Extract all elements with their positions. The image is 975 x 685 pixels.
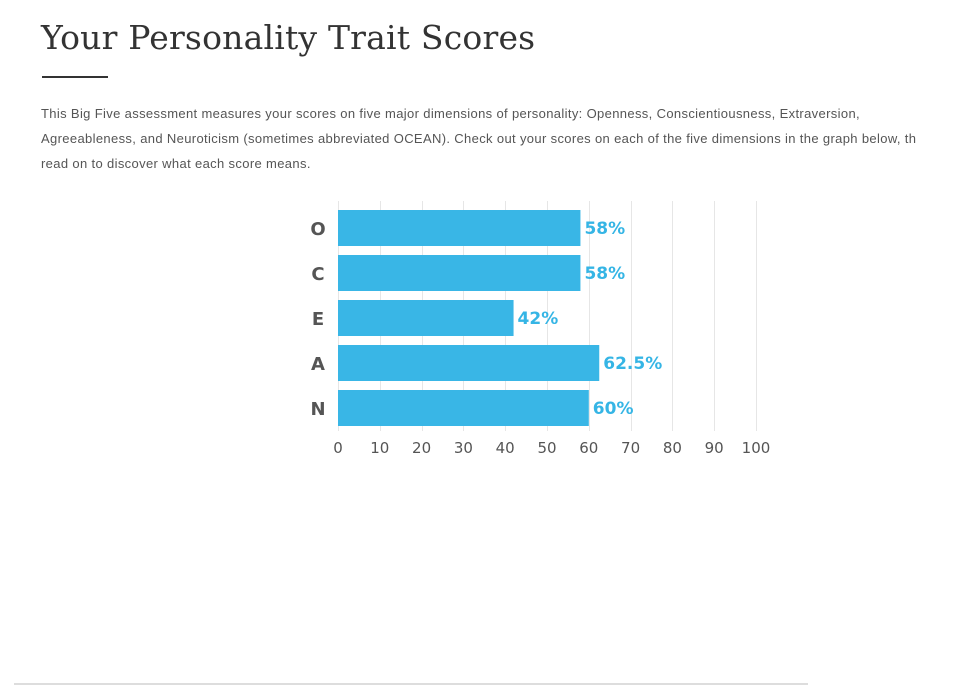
bottom-divider: [14, 683, 808, 685]
value-label-a: 62.5%: [603, 354, 662, 374]
bar-o: [338, 210, 581, 246]
x-tick-label: 0: [333, 439, 343, 457]
category-label-n: N: [310, 399, 325, 420]
trait-score-bar-chart: 58% 58% 42% 62.5% 60% O C E A N 0 10 20 30 40 50 60 70 8…: [310, 201, 770, 457]
value-label-n: 60%: [593, 399, 634, 419]
category-label-a: A: [311, 354, 325, 375]
value-label-o: 58%: [584, 219, 625, 239]
x-tick-label: 30: [454, 439, 473, 457]
x-tick-label: 70: [621, 439, 640, 457]
x-tick-label: 100: [742, 439, 771, 457]
intro-paragraph: This Big Five assessment measures your s…: [41, 101, 975, 176]
x-tick-label: 90: [705, 439, 724, 457]
x-tick-label: 80: [663, 439, 682, 457]
x-tick-label: 10: [370, 439, 389, 457]
bar-a: [338, 345, 600, 381]
x-tick-label: 40: [496, 439, 515, 457]
x-tick-label: 50: [537, 439, 556, 457]
x-axis-ticks: 0 10 20 30 40 50 60 70 80 90 100: [333, 439, 770, 457]
category-label-e: E: [312, 309, 324, 330]
category-label-o: O: [310, 219, 325, 240]
x-tick-label: 60: [579, 439, 598, 457]
intro-line: This Big Five assessment measures your s…: [41, 106, 860, 121]
page-title: Your Personality Trait Scores: [41, 18, 536, 57]
bar-c: [338, 255, 581, 291]
bars: [338, 210, 600, 426]
intro-line: Agreeableness, and Neuroticism (sometime…: [41, 131, 917, 146]
value-label-c: 58%: [584, 264, 625, 284]
x-tick-label: 20: [412, 439, 431, 457]
value-labels: 58% 58% 42% 62.5% 60%: [518, 219, 663, 419]
bar-e: [338, 300, 514, 336]
intro-line: read on to discover what each score mean…: [41, 156, 311, 171]
category-label-c: C: [311, 264, 324, 285]
category-labels: O C E A N: [310, 219, 325, 420]
value-label-e: 42%: [518, 309, 559, 329]
bar-n: [338, 390, 589, 426]
title-underline: [42, 76, 108, 78]
